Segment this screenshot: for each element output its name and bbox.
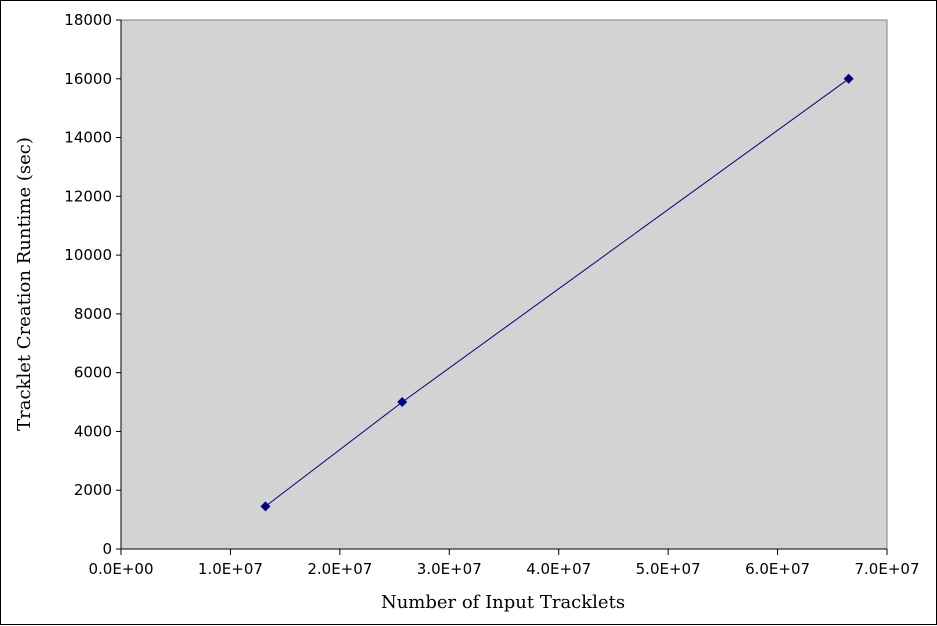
data-point-marker: [843, 73, 854, 84]
y-tick-label: 6000: [74, 364, 112, 382]
x-tick-label: 3.0E+07: [417, 560, 482, 578]
x-tick-label: 7.0E+07: [855, 560, 920, 578]
x-tick-label: 2.0E+07: [307, 560, 372, 578]
data-point-marker: [260, 501, 271, 512]
y-tick-label: 12000: [64, 187, 112, 205]
axes: 0 2000 4000 6000 8000 10000 12000 14000 16000 180…: [64, 11, 919, 578]
x-tick-label: 1.0E+07: [198, 560, 263, 578]
x-axis-title: Number of Input Tracklets: [381, 592, 625, 613]
y-tick-label: 0: [102, 540, 112, 558]
y-tick-label: 4000: [74, 422, 112, 440]
y-tick-label: 14000: [64, 129, 112, 147]
x-tick-label: 6.0E+07: [745, 560, 810, 578]
y-tick-label: 2000: [74, 481, 112, 499]
data-point-marker: [397, 397, 408, 408]
y-tick-label: 10000: [64, 246, 112, 264]
plot-area: [120, 19, 888, 550]
x-tick-label: 5.0E+07: [636, 560, 701, 578]
series-layer: [260, 73, 854, 512]
x-tick-label: 4.0E+07: [526, 560, 591, 578]
y-axis-title: Tracklet Creation Runtime (sec): [14, 137, 35, 431]
y-tick-label: 18000: [64, 11, 112, 29]
y-tick-label: 16000: [64, 70, 112, 88]
x-tick-label: 0.0E+00: [89, 560, 154, 578]
y-tick-label: 8000: [74, 305, 112, 323]
